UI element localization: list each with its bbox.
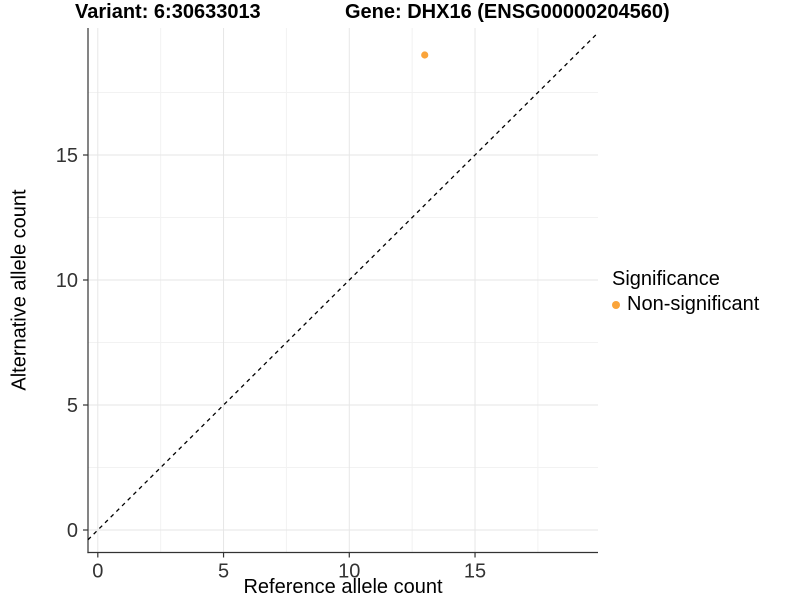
legend-title: Significance: [612, 268, 720, 290]
x-tick-label: 5: [218, 561, 229, 583]
y-tick-label: 0: [67, 520, 78, 542]
legend-item-non-significant: Non-significant: [612, 293, 759, 316]
legend-item-label: Non-significant: [627, 293, 760, 315]
x-tick-label: 15: [464, 561, 486, 583]
identity-reference-line: [87, 32, 599, 541]
legend-key-dot-icon: [612, 300, 620, 309]
x-axis-label: Reference allele count: [243, 576, 443, 598]
legend: Significance Non-significant: [612, 268, 759, 316]
y-tick-label: 5: [67, 395, 78, 417]
plot-title-gene: Gene: DHX16 (ENSG00000204560): [345, 1, 670, 23]
x-tick-label: 10: [338, 561, 360, 583]
y-tick-label: 15: [56, 145, 78, 167]
data-point: [421, 51, 429, 59]
x-tick-label: 0: [92, 561, 103, 583]
plot-title-variant: Variant: 6:30633013: [75, 1, 261, 23]
y-tick-label: 10: [56, 270, 78, 292]
